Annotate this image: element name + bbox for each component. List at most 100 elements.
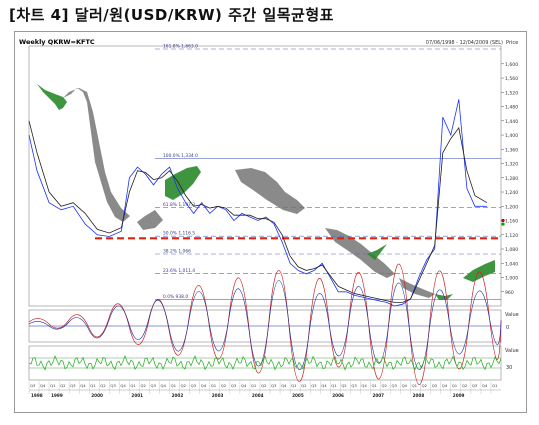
quarter-label: Q1 bbox=[171, 383, 177, 388]
quarter-label: Q1 bbox=[412, 383, 418, 388]
quarter-label: Q1 bbox=[50, 383, 56, 388]
fib-level-label: 100.0% 1,334.0 bbox=[163, 153, 198, 159]
quarter-label: Q4 bbox=[201, 383, 207, 388]
year-label: 2000 bbox=[91, 393, 103, 398]
y-tick-label: 1,280 bbox=[505, 176, 518, 182]
quarter-label: Q3 bbox=[30, 383, 36, 388]
quarter-label: Q4 bbox=[361, 383, 367, 388]
quarter-label: Q2 bbox=[181, 383, 187, 388]
quarter-label: Q1 bbox=[331, 383, 337, 388]
quarter-label: Q2 bbox=[422, 383, 428, 388]
quarter-label: Q2 bbox=[140, 383, 146, 388]
y-tick-label: 1,040 bbox=[505, 261, 518, 267]
quarter-label: Q3 bbox=[191, 383, 197, 388]
chart-date-range: 07/06/1998 - 12/04/2009 (SEL) bbox=[426, 40, 503, 46]
y-tick-label: 1,560 bbox=[505, 76, 518, 82]
quarter-label: Q4 bbox=[40, 383, 46, 388]
y-tick-label: 960 bbox=[505, 290, 514, 296]
cloud-segment bbox=[165, 166, 201, 200]
quarter-label: Q2 bbox=[341, 383, 347, 388]
y-tick-label: 1,360 bbox=[505, 147, 518, 153]
quarter-label: Q3 bbox=[110, 383, 116, 388]
osc2-axis-label: Value bbox=[505, 348, 519, 354]
quarter-label: Q3 bbox=[151, 383, 157, 388]
fib-level-label: 23.6% 1,011.4 bbox=[163, 268, 195, 274]
y-tick-label: 1,080 bbox=[505, 247, 518, 253]
cloud-segment bbox=[63, 88, 130, 222]
year-label: 2002 bbox=[172, 393, 184, 398]
quarter-label: Q2 bbox=[60, 383, 66, 388]
year-label: 2008 bbox=[413, 393, 425, 398]
price-series bbox=[28, 99, 505, 307]
quarter-label: Q4 bbox=[241, 383, 247, 388]
quarter-label: Q1 bbox=[130, 383, 136, 388]
cloud-segment bbox=[435, 294, 453, 300]
year-label: 1999 bbox=[51, 393, 63, 398]
oscillator-1-lines bbox=[28, 263, 502, 385]
quarter-label: Q3 bbox=[351, 383, 357, 388]
chart-frame: Weekly QKRW=KFTC 07/06/1998 - 12/04/2009… bbox=[14, 31, 527, 413]
quarter-label: Q3 bbox=[392, 383, 398, 388]
cloud-segment bbox=[399, 278, 435, 298]
y-tick-label: 1,440 bbox=[505, 119, 518, 125]
y-tick-label: 1,520 bbox=[505, 90, 518, 96]
cloud-segment bbox=[137, 210, 163, 230]
ichimoku-chart: Weekly QKRW=KFTC 07/06/1998 - 12/04/2009… bbox=[19, 38, 519, 398]
last-price-marker bbox=[501, 222, 505, 226]
cloud-segment bbox=[463, 260, 495, 282]
fib-level-label: 61.8% 1,197.3 bbox=[163, 202, 195, 208]
y-tick-label: 1,200 bbox=[505, 204, 518, 210]
y-tick-label: 1,600 bbox=[505, 62, 518, 68]
fib-level-label: 50.0% 1,116.5 bbox=[163, 231, 195, 237]
fib-level-label: 38.2% 1,066 bbox=[163, 249, 191, 255]
quarter-label: Q4 bbox=[80, 383, 86, 388]
quarter-label: Q3 bbox=[70, 383, 76, 388]
year-label: 2001 bbox=[131, 393, 143, 398]
chart-title: Weekly QKRW=KFTC bbox=[19, 38, 95, 46]
quarter-label: Q2 bbox=[261, 383, 267, 388]
quarter-label: Q1 bbox=[371, 383, 377, 388]
time-axis: Q3 Q4 Q1 Q2 Q3 Q4 Q1 Q2 Q3 Q4 Q1 Q2 Q3 Q4 Q1 Q2 Q3 Q4 Q1 Q2… bbox=[28, 381, 501, 398]
price-axis: 960 1,000 1,040 1,080 1,120 1,160 1,200 1,240 1,… bbox=[501, 62, 518, 296]
price-axis-label: Price bbox=[506, 40, 518, 46]
osc1-axis-label: Value bbox=[505, 312, 519, 318]
quarter-label: Q4 bbox=[161, 383, 167, 388]
fib-level-label: 161.8% 1,663.0 bbox=[163, 44, 198, 50]
year-label: 2005 bbox=[292, 393, 304, 398]
y-tick-label: 1,400 bbox=[505, 133, 518, 139]
quarter-label: Q2 bbox=[381, 383, 387, 388]
quarter-label: Q3 bbox=[231, 383, 237, 388]
quarter-label: Q1 bbox=[492, 383, 498, 388]
quarter-label: Q3 bbox=[472, 383, 478, 388]
quarter-label: Q1 bbox=[90, 383, 96, 388]
year-label: 2007 bbox=[372, 393, 384, 398]
quarter-label: Q3 bbox=[311, 383, 317, 388]
quarter-label: Q1 bbox=[452, 383, 458, 388]
osc1-tick-label: 0 bbox=[506, 325, 509, 331]
quarter-label: Q4 bbox=[120, 383, 126, 388]
fib-level-label: 0.0% 938.0 bbox=[163, 294, 188, 300]
y-tick-label: 1,120 bbox=[505, 233, 518, 239]
y-tick-label: 1,000 bbox=[505, 276, 518, 282]
ichimoku-cloud bbox=[37, 84, 495, 300]
year-label: 2009 bbox=[453, 393, 465, 398]
y-tick-label: 1,240 bbox=[505, 190, 518, 196]
quarter-label: Q4 bbox=[402, 383, 408, 388]
quarter-label: Q4 bbox=[321, 383, 327, 388]
cloud-segment bbox=[235, 168, 305, 214]
quarter-label: Q2 bbox=[462, 383, 468, 388]
cloud-segment bbox=[37, 84, 67, 110]
quarter-label: Q4 bbox=[482, 383, 488, 388]
quarter-label: Q1 bbox=[291, 383, 297, 388]
y-tick-label: 1,160 bbox=[505, 219, 518, 225]
year-label: 1998 bbox=[31, 393, 43, 398]
quarter-label: Q2 bbox=[221, 383, 227, 388]
year-label: 2003 bbox=[212, 393, 224, 398]
quarter-label: Q4 bbox=[281, 383, 287, 388]
quarter-label: Q1 bbox=[251, 383, 257, 388]
cloud-segment bbox=[367, 244, 387, 260]
page-title: [차트 4] 달러/원(USD/KRW) 주간 일목균형표 bbox=[9, 6, 334, 24]
last-price-marker bbox=[501, 218, 505, 223]
cloud-segment bbox=[325, 228, 395, 278]
osc2-tick-label: 30 bbox=[506, 365, 512, 371]
